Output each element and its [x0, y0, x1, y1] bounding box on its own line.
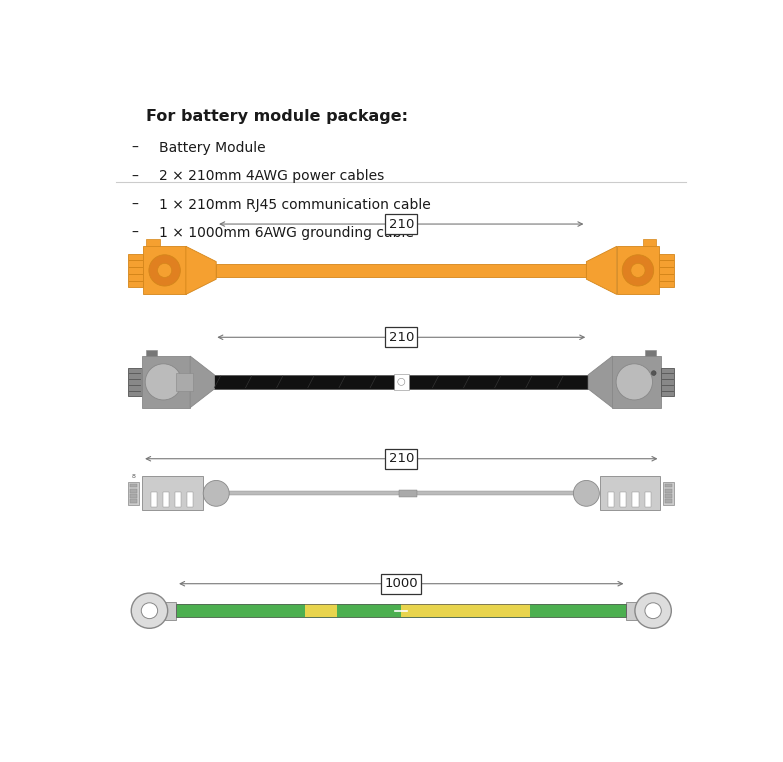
Circle shape	[645, 603, 662, 619]
Bar	[663, 482, 674, 504]
Text: 210: 210	[388, 452, 414, 466]
Bar	[666, 489, 672, 492]
Bar	[633, 491, 639, 507]
Text: 2 × 210mm 4AWG power cables: 2 × 210mm 4AWG power cables	[158, 169, 384, 184]
Bar	[608, 491, 615, 507]
Bar	[666, 499, 672, 503]
Bar	[128, 482, 139, 504]
Bar	[130, 489, 137, 492]
Text: 1 × 210mm RJ45 communication cable: 1 × 210mm RJ45 communication cable	[158, 197, 431, 212]
Bar	[143, 476, 203, 511]
Bar	[143, 246, 186, 294]
Bar	[643, 239, 656, 246]
Bar	[666, 484, 672, 488]
Bar	[659, 255, 674, 287]
Ellipse shape	[157, 264, 171, 277]
Text: –: –	[132, 141, 138, 155]
Bar	[146, 351, 157, 356]
Circle shape	[141, 603, 157, 619]
Bar	[617, 246, 659, 294]
Bar	[305, 604, 337, 617]
Ellipse shape	[651, 371, 656, 376]
Bar	[645, 351, 656, 356]
Bar	[175, 373, 193, 391]
Bar	[612, 356, 661, 408]
Ellipse shape	[149, 255, 180, 286]
Bar	[187, 491, 193, 507]
Bar	[530, 604, 562, 617]
Bar	[666, 495, 672, 498]
Bar	[466, 604, 498, 617]
Bar	[150, 491, 157, 507]
Bar	[208, 604, 240, 617]
Bar	[163, 491, 169, 507]
Bar	[337, 604, 369, 617]
Bar	[128, 368, 142, 396]
Bar	[130, 495, 137, 498]
Bar	[176, 604, 208, 617]
Bar	[165, 602, 176, 620]
Bar	[498, 604, 530, 617]
Ellipse shape	[145, 363, 182, 400]
Bar	[146, 239, 160, 246]
Bar	[562, 604, 594, 617]
Text: For battery module package:: For battery module package:	[146, 109, 409, 124]
Text: –: –	[132, 169, 138, 184]
Text: 210: 210	[388, 331, 414, 344]
Text: –: –	[132, 226, 138, 240]
Bar	[626, 602, 637, 620]
Bar	[644, 491, 651, 507]
Bar	[594, 604, 626, 617]
Bar	[176, 604, 626, 617]
Bar	[215, 375, 588, 389]
Bar	[661, 368, 674, 396]
Ellipse shape	[631, 264, 645, 277]
Text: –: –	[132, 197, 138, 212]
Ellipse shape	[616, 363, 652, 400]
Bar	[399, 489, 417, 497]
Bar	[175, 491, 181, 507]
Bar	[620, 491, 626, 507]
Bar	[216, 264, 586, 277]
Bar	[130, 499, 137, 503]
Polygon shape	[588, 356, 612, 408]
Polygon shape	[586, 246, 617, 294]
Ellipse shape	[622, 255, 654, 286]
Bar	[226, 491, 590, 495]
Bar	[130, 484, 137, 488]
Text: 1 × 1000mm 6AWG grounding cable: 1 × 1000mm 6AWG grounding cable	[158, 226, 413, 240]
Circle shape	[635, 593, 671, 629]
Bar	[369, 604, 401, 617]
Bar	[600, 476, 660, 511]
Text: 1000: 1000	[384, 577, 418, 591]
Circle shape	[132, 593, 168, 629]
Ellipse shape	[398, 379, 405, 386]
Ellipse shape	[204, 481, 229, 506]
Ellipse shape	[573, 481, 599, 506]
Bar	[128, 255, 143, 287]
Text: 8: 8	[132, 474, 135, 479]
Bar	[142, 356, 190, 408]
Polygon shape	[186, 246, 216, 294]
Bar	[176, 604, 626, 617]
Bar	[434, 604, 466, 617]
Polygon shape	[190, 356, 215, 408]
Text: 210: 210	[388, 217, 414, 231]
Bar	[394, 374, 409, 389]
Bar	[240, 604, 272, 617]
Bar	[272, 604, 305, 617]
Text: Battery Module: Battery Module	[158, 141, 265, 155]
Bar	[401, 604, 434, 617]
